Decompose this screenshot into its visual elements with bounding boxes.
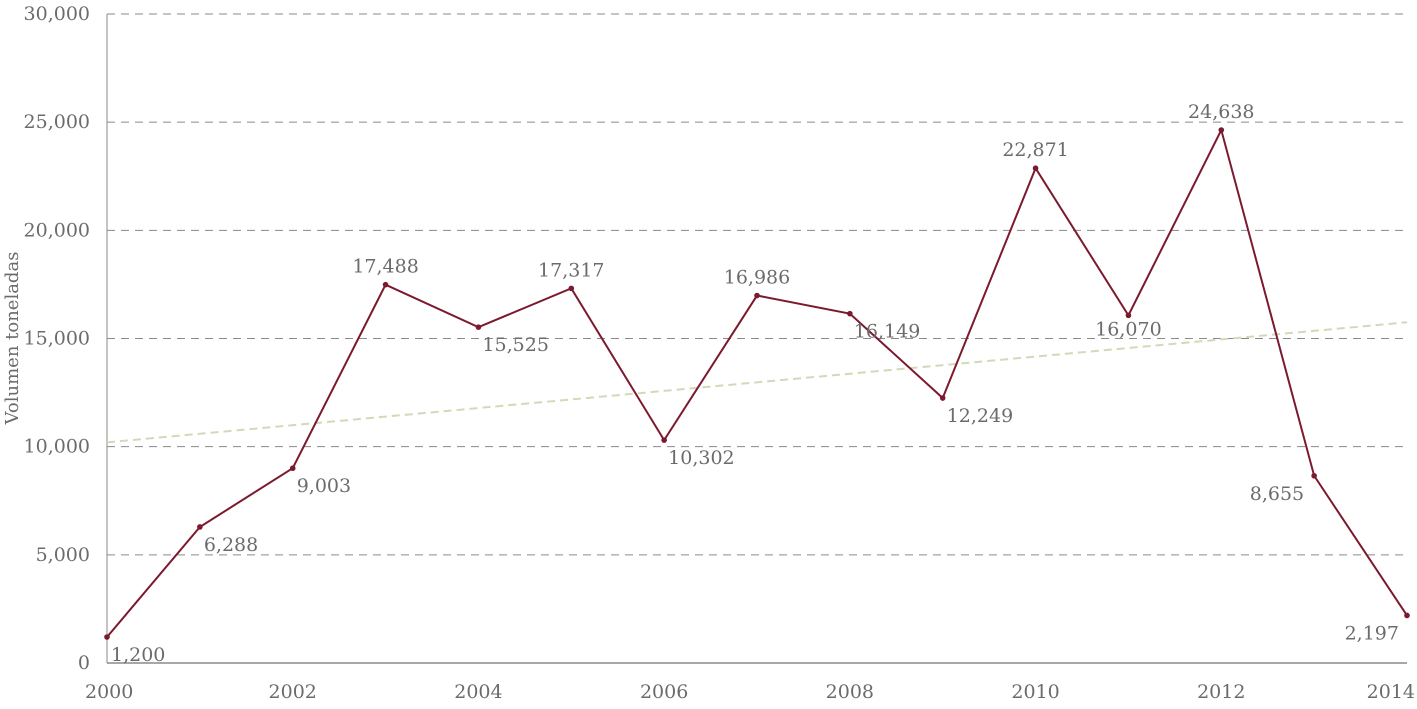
series-line (106, 127, 1408, 638)
data-point (104, 634, 110, 640)
x-tick-label: 2000 (85, 681, 133, 703)
data-label: 16,070 (1095, 318, 1161, 340)
data-point (568, 285, 575, 292)
x-tick-label: 2008 (826, 681, 874, 703)
y-axis-title: Volumen toneladas (2, 252, 23, 426)
data-label: 22,871 (1002, 139, 1068, 161)
data-point (661, 437, 667, 443)
x-tick-label: 2004 (454, 681, 502, 703)
x-tick-label: 2012 (1197, 681, 1245, 703)
trendline (106, 321, 1408, 444)
data-point (382, 281, 389, 288)
data-label: 9,003 (297, 475, 351, 497)
y-tick-label: 25,000 (24, 111, 90, 133)
data-label: 2,197 (1345, 622, 1399, 644)
data-point (475, 324, 482, 330)
data-label: 8,655 (1250, 483, 1304, 505)
data-point (1218, 127, 1225, 133)
data-point (1311, 472, 1317, 479)
x-axis-ticks: 2000 2002 2004 2006 2008 2010 2012 2014 (85, 681, 1415, 703)
x-tick-label: 2002 (269, 681, 317, 703)
data-label: 15,525 (482, 334, 548, 356)
gridlines (107, 13, 1407, 556)
data-label: 17,317 (538, 259, 604, 281)
data-point (197, 524, 203, 530)
y-axis-ticks: 0 5,000 10,000 15,000 20,000 25,000 30,000 (24, 3, 90, 674)
y-tick-label: 15,000 (24, 328, 90, 350)
data-label: 24,638 (1188, 101, 1254, 123)
data-point (939, 395, 946, 401)
data-point (1404, 612, 1410, 619)
data-label: 1,200 (111, 644, 165, 666)
trendline-line (106, 321, 1408, 444)
data-point (1032, 165, 1039, 172)
x-tick-label: 2014 (1367, 681, 1415, 703)
data-labels: 1,200 6,288 9,003 17,488 15,525 17,317 10,302 1… (111, 101, 1399, 666)
data-point (289, 465, 296, 472)
y-tick-label: 20,000 (24, 219, 90, 241)
x-tick-label: 2010 (1011, 681, 1059, 703)
data-label: 6,288 (204, 534, 258, 556)
data-label: 16,986 (724, 267, 790, 289)
data-points (104, 127, 1410, 640)
data-point (1125, 312, 1132, 319)
y-tick-label: 10,000 (24, 436, 90, 458)
x-tick-label: 2006 (640, 681, 688, 703)
data-label: 12,249 (947, 405, 1013, 427)
data-label: 16,149 (854, 321, 920, 343)
series-polyline (106, 127, 1408, 638)
data-point (847, 310, 853, 317)
data-label: 10,302 (668, 447, 734, 469)
y-tick-label: 30,000 (24, 3, 90, 25)
y-tick-label: 0 (78, 652, 90, 674)
data-point (754, 292, 760, 299)
y-tick-label: 5,000 (36, 544, 90, 566)
data-label: 17,488 (352, 256, 418, 278)
